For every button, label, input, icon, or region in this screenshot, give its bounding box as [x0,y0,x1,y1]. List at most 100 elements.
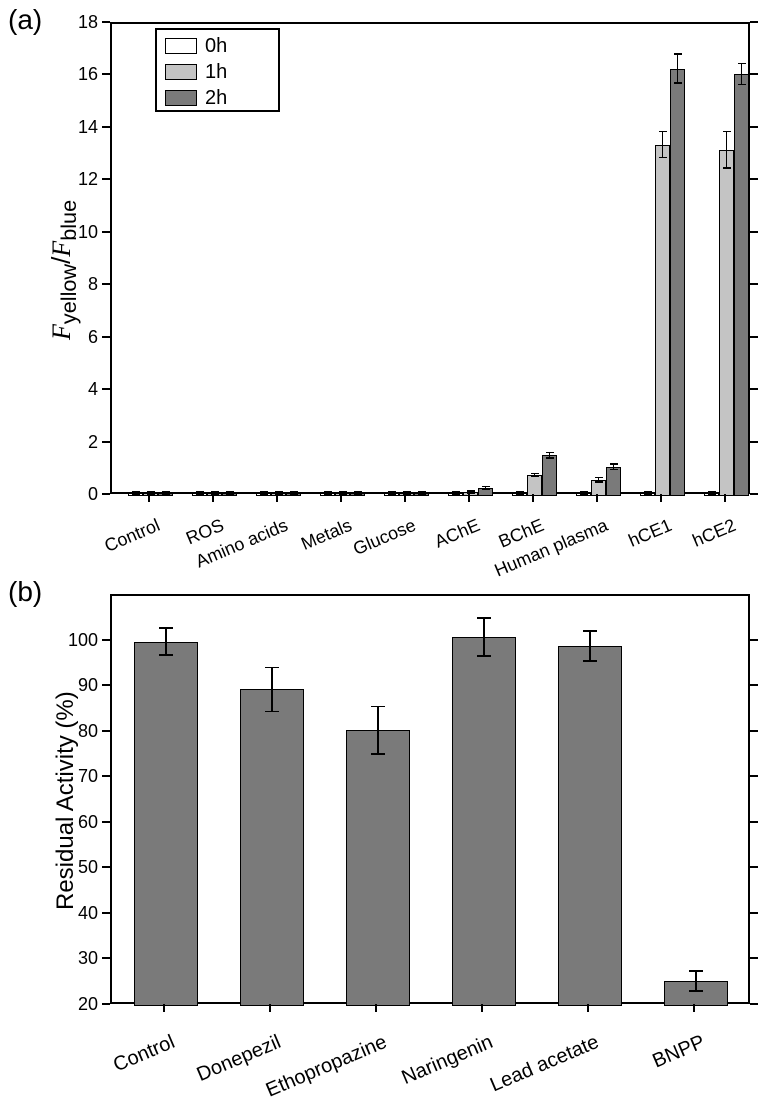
ytick [750,493,758,495]
ytick [750,283,758,285]
legend-label: 1h [205,61,227,84]
ytick-label: 0 [64,484,98,505]
ytick [750,336,758,338]
bar [734,74,749,496]
error-bar-cap [482,488,490,490]
error-bar-cap [477,655,491,657]
ytick-label: 90 [60,675,98,696]
error-bar-cap [275,491,283,493]
ytick-label: 60 [60,812,98,833]
panel-a-label: (a) [8,4,42,36]
xtick [404,494,406,502]
error-bar-stem [726,132,728,169]
xtick [375,1004,377,1012]
ytick [750,73,758,75]
ytick-label: 16 [64,64,98,85]
error-bar-cap [738,63,746,65]
error-bar-stem [662,132,664,158]
xtick [532,494,534,502]
error-bar-cap [290,491,298,493]
error-bar-cap [531,473,539,475]
error-bar-cap [516,491,524,493]
error-bar-cap [482,486,490,488]
ytick-label: 70 [60,766,98,787]
error-bar-cap [265,667,279,669]
bar [558,646,622,1006]
error-bar-cap [531,476,539,478]
error-bar-cap [371,706,385,708]
error-bar-cap [738,84,746,86]
xtick [481,1004,483,1012]
error-bar-cap [324,491,332,493]
ytick [102,178,110,180]
error-bar-cap [354,493,362,495]
xtick [587,1004,589,1012]
ytick [750,639,758,641]
xtick [148,494,150,502]
error-bar-cap [689,970,703,972]
ytick-label: 12 [64,169,98,190]
xtick [693,1004,695,1012]
error-bar-stem [165,628,167,655]
bar [134,642,198,1006]
ytick [750,821,758,823]
error-bar-cap [196,493,204,495]
error-bar-cap [580,491,588,493]
ytick [750,178,758,180]
xtick [468,494,470,502]
bar [527,475,542,496]
ytick [102,231,110,233]
ytick [102,821,110,823]
ytick [750,21,758,23]
ytick [102,775,110,777]
xtick [276,494,278,502]
error-bar-stem [589,631,591,661]
bar [655,145,670,496]
ytick [750,1003,758,1005]
ytick-label: 20 [60,994,98,1015]
legend-swatch [165,64,197,80]
legend-swatch [165,38,197,54]
ytick [102,441,110,443]
error-bar-cap [595,477,603,479]
error-bar-cap [290,493,298,495]
ytick [750,912,758,914]
ytick-label: 30 [60,948,98,969]
error-bar-cap [610,469,618,471]
error-bar-cap [467,490,475,492]
error-bar-cap [324,493,332,495]
error-bar-cap [162,493,170,495]
error-bar-cap [708,493,716,495]
error-bar-cap [226,491,234,493]
error-bar-cap [583,630,597,632]
legend-label: 2h [205,87,227,110]
error-bar-cap [260,493,268,495]
xtick [660,494,662,502]
ytick [102,493,110,495]
ytick [750,730,758,732]
ytick-label: 14 [64,117,98,138]
error-bar-cap [147,491,155,493]
error-bar-cap [418,491,426,493]
error-bar-cap [371,753,385,755]
bar [719,150,734,496]
error-bar-cap [265,711,279,713]
xtick [163,1004,165,1012]
ytick [750,231,758,233]
error-bar-cap [132,493,140,495]
error-bar-stem [483,618,485,656]
ytick [750,126,758,128]
ytick-label: 80 [60,721,98,742]
ytick [750,441,758,443]
ytick [102,866,110,868]
xtick [212,494,214,502]
ytick-label: 18 [64,12,98,33]
xtick [724,494,726,502]
ytick [102,126,110,128]
error-bar-cap [583,660,597,662]
error-bar-cap [159,654,173,656]
ytick-label: 6 [64,327,98,348]
ytick [750,866,758,868]
error-bar-cap [226,493,234,495]
ytick-label: 100 [60,630,98,651]
